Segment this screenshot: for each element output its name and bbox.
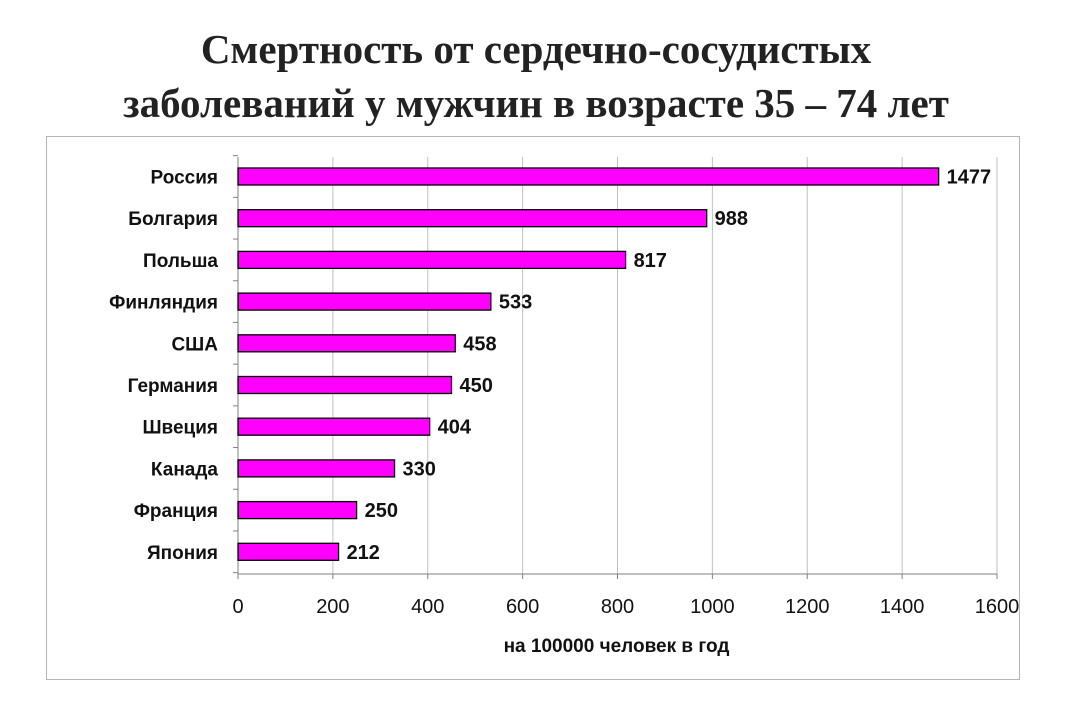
chart-title-line-1: Смертность от сердечно-сосудистых (200, 26, 872, 72)
x-tick-label: 200 (316, 596, 349, 618)
x-tick-label: 1200 (785, 596, 830, 618)
x-axis-title: на 100000 человек в год (504, 636, 730, 657)
chart-title-line-2: заболеваний у мужчин в возрасте 35 – 74 … (123, 80, 949, 126)
x-tick-label: 1400 (880, 596, 925, 618)
value-label: 817 (634, 250, 667, 272)
value-label: 404 (438, 417, 472, 439)
x-tick-label: 0 (232, 596, 243, 618)
bar (237, 500, 358, 520)
bar (237, 375, 453, 395)
category-label: Болгария (128, 209, 218, 230)
x-tick-label: 600 (506, 596, 539, 618)
category-label: Финляндия (109, 293, 218, 314)
chart-title: Смертность от сердечно-сосудистых заболе… (0, 22, 1072, 130)
x-tick-label: 400 (411, 596, 444, 618)
bar (237, 417, 431, 436)
value-label: 1477 (947, 167, 992, 189)
value-label: 458 (463, 333, 496, 355)
category-label: США (171, 334, 218, 355)
category-label: Франция (134, 501, 218, 522)
category-label: Япония (147, 543, 218, 564)
value-label: 988 (715, 208, 748, 230)
bar (237, 209, 708, 228)
value-label: 450 (459, 375, 492, 397)
category-label: Россия (151, 168, 218, 189)
value-label: 533 (499, 292, 532, 314)
category-label: Швеция (142, 418, 218, 439)
x-tick-label: 1000 (690, 596, 735, 618)
category-label: Германия (128, 376, 218, 397)
value-label: 212 (347, 542, 380, 564)
category-label: Канада (151, 459, 218, 480)
category-label: Польша (143, 251, 218, 272)
x-tick-label: 800 (601, 596, 634, 618)
x-tick-label: 1600 (975, 596, 1020, 618)
value-label: 330 (403, 458, 436, 480)
bar (237, 459, 396, 478)
bar (237, 542, 340, 561)
bar (237, 167, 940, 186)
bar (237, 250, 627, 270)
bar (237, 292, 492, 311)
value-label: 250 (365, 500, 398, 522)
bar (237, 334, 456, 353)
